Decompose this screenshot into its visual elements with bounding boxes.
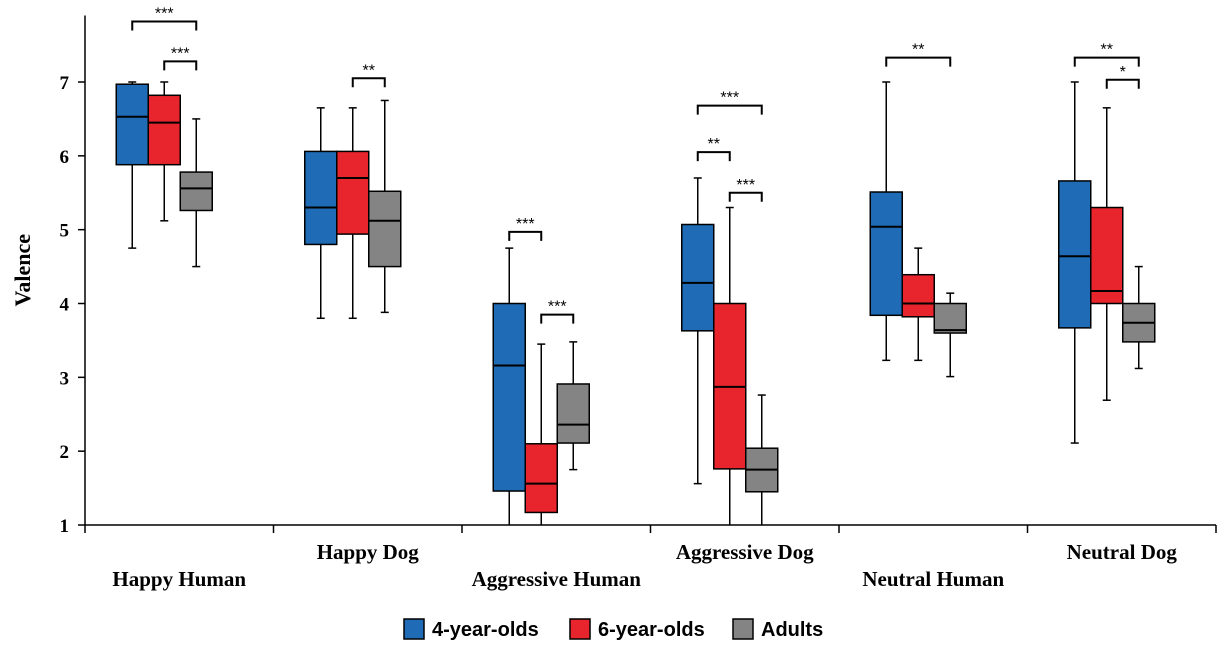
x-category-label: Neutral Dog [1067,540,1178,564]
legend-label: Adults [761,619,823,641]
significance-bracket [1105,78,1140,89]
x-category-label: Aggressive Dog [676,540,814,564]
legend-swatch [569,618,591,640]
significance-label: *** [171,45,190,62]
significance-label: ** [363,62,375,79]
box-4-year-olds [304,150,338,246]
box-adults [933,302,967,334]
box-4-year-olds [681,223,715,332]
box-6-year-olds [1090,206,1124,305]
box-4-year-olds [1058,180,1092,329]
x-category-label: Neutral Human [862,567,1004,591]
x-category-label: Happy Human [112,567,246,591]
box-6-year-olds [524,443,558,514]
box-6-year-olds [336,150,370,235]
significance-label: ** [708,136,720,153]
significance-label: ** [912,42,924,59]
significance-bracket [696,104,763,115]
significance-label: *** [736,177,755,194]
x-category-label: Aggressive Human [472,567,642,591]
significance-bracket [728,191,763,202]
significance-label: *** [720,90,739,107]
box-adults [556,383,590,444]
y-tick-label: 1 [60,516,70,537]
box-adults [368,190,402,268]
legend-swatch [732,618,754,640]
significance-label: ** [1101,42,1113,59]
significance-bracket [1073,56,1140,67]
box-4-year-olds [115,83,149,166]
significance-label: *** [155,5,174,22]
legend-swatch [403,618,425,640]
y-axis-title: Valence [10,234,35,307]
y-tick-label: 5 [60,221,70,242]
box-6-year-olds [147,94,181,166]
significance-bracket [540,313,575,324]
significance-label: * [1120,64,1126,81]
significance-bracket [163,60,198,71]
y-tick-label: 4 [60,295,70,316]
significance-bracket [696,151,731,162]
significance-bracket [885,56,952,67]
legend-label: 6-year-olds [598,619,705,641]
box-adults [179,171,213,212]
significance-bracket [351,77,386,88]
y-tick-label: 3 [60,368,70,389]
x-category-label: Happy Dog [317,540,420,564]
significance-label: *** [548,299,567,316]
y-tick-label: 7 [60,73,70,94]
significance-bracket [131,20,198,31]
box-4-year-olds [492,302,526,492]
legend-label: 4-year-olds [432,619,539,641]
box-4-year-olds [869,191,903,317]
y-tick-label: 6 [60,147,70,168]
significance-label: *** [516,216,535,233]
significance-bracket [508,230,543,241]
box-6-year-olds [901,273,935,318]
y-tick-label: 2 [60,442,70,463]
